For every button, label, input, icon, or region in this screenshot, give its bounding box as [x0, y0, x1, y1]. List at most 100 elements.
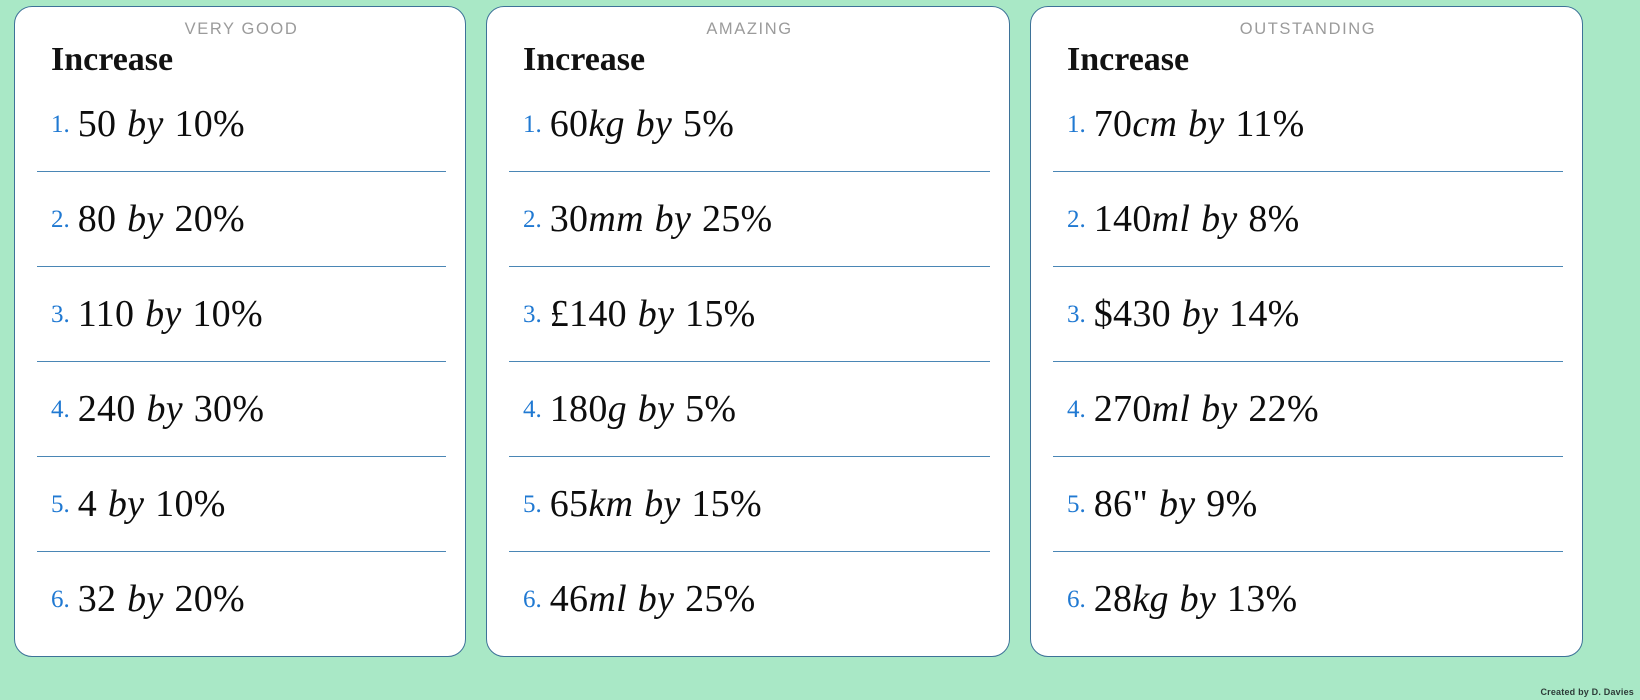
question-amount: 180 — [549, 388, 608, 431]
question-by: by — [1158, 483, 1196, 526]
question-percent: 10% — [174, 103, 246, 146]
question-number: 4. — [51, 395, 70, 423]
question-number: 4. — [1067, 395, 1086, 423]
question-text: 180g by 5% — [550, 390, 737, 428]
question-percent: 9% — [1206, 483, 1258, 526]
question-amount: 140 — [1093, 198, 1152, 241]
question-row: 4. 180g by 5% — [509, 362, 990, 458]
question-card-outstanding: OUTSTANDING Increase 1. 70cm by 11% 2. 1… — [1030, 6, 1583, 657]
question-unit: ml — [588, 578, 627, 621]
question-by: by — [637, 388, 675, 431]
question-percent: 10% — [155, 483, 226, 526]
question-number: 6. — [523, 585, 542, 613]
question-number: 5. — [1067, 490, 1086, 518]
question-percent: 10% — [192, 293, 263, 336]
question-percent: 25% — [685, 578, 756, 621]
question-amount: 80 — [77, 198, 117, 241]
question-text: 270ml by 22% — [1094, 390, 1319, 428]
question-number: 5. — [523, 490, 542, 518]
card-title: Increase — [51, 40, 174, 78]
question-by: by — [1201, 198, 1238, 241]
question-text: 4 by 10% — [78, 485, 226, 523]
question-by: by — [107, 483, 145, 526]
question-number: 3. — [51, 300, 70, 328]
question-text: 240 by 30% — [78, 390, 265, 428]
credit-text: Created by D. Davies — [1540, 687, 1634, 697]
question-row: 6. 32 by 20% — [37, 552, 446, 646]
question-text: 50 by 10% — [78, 105, 245, 143]
question-number: 2. — [523, 205, 542, 233]
question-amount: 28 — [1093, 578, 1133, 621]
question-number: 1. — [51, 110, 70, 138]
card-label: OUTSTANDING — [1239, 20, 1377, 38]
question-row: 2. 140ml by 8% — [1053, 172, 1563, 268]
question-row: 6. 46ml by 25% — [509, 552, 990, 646]
question-by: by — [1179, 578, 1217, 621]
question-row: 2. 30mm by 25% — [509, 172, 990, 268]
question-amount: 86" — [1093, 483, 1149, 526]
question-text: $430 by 14% — [1094, 295, 1300, 333]
question-amount: $430 — [1093, 293, 1171, 336]
question-amount: 60 — [549, 103, 589, 146]
question-row: 1. 60kg by 5% — [509, 77, 990, 173]
question-percent: 13% — [1226, 578, 1298, 621]
question-number: 1. — [523, 110, 542, 138]
question-row: 3. $430 by 14% — [1053, 267, 1563, 363]
question-by: by — [127, 198, 164, 241]
question-row: 5. 65km by 15% — [509, 457, 990, 553]
question-row: 6. 28kg by 13% — [1053, 552, 1563, 646]
question-amount: 65 — [549, 483, 589, 526]
question-percent: 25% — [701, 198, 773, 241]
question-by: by — [127, 578, 164, 621]
question-text: 32 by 20% — [78, 580, 245, 618]
question-row: 1. 70cm by 11% — [1053, 77, 1563, 173]
question-number: 3. — [1067, 300, 1086, 328]
question-percent: 5% — [682, 103, 735, 146]
question-percent: 14% — [1229, 293, 1300, 336]
question-number: 5. — [51, 490, 70, 518]
question-percent: 20% — [174, 578, 246, 621]
question-unit: mm — [588, 198, 644, 241]
question-amount: 70 — [1093, 103, 1133, 146]
question-unit: g — [607, 388, 627, 431]
question-number: 4. — [523, 395, 542, 423]
question-by: by — [1188, 103, 1225, 146]
card-label: AMAZING — [706, 20, 793, 38]
question-by: by — [145, 293, 182, 336]
question-text: 46ml by 25% — [550, 580, 756, 618]
question-percent: 5% — [685, 388, 737, 431]
question-percent: 30% — [193, 388, 265, 431]
question-row: 4. 270ml by 22% — [1053, 362, 1563, 458]
question-list: 1. 70cm by 11% 2. 140ml by 8% 3. $430 by… — [1053, 77, 1563, 646]
question-row: 4. 240 by 30% — [37, 362, 446, 458]
question-text: 110 by 10% — [78, 295, 263, 333]
question-text: 60kg by 5% — [550, 105, 734, 143]
question-amount: £140 — [549, 293, 627, 336]
question-amount: 240 — [77, 388, 136, 431]
card-title: Increase — [523, 40, 646, 78]
question-row: 2. 80 by 20% — [37, 172, 446, 268]
question-text: 80 by 20% — [78, 200, 245, 238]
question-number: 1. — [1067, 110, 1086, 138]
question-unit: kg — [1132, 578, 1169, 621]
question-text: 30mm by 25% — [550, 200, 773, 238]
question-amount: 32 — [77, 578, 117, 621]
question-row: 1. 50 by 10% — [37, 77, 446, 173]
question-text: 28kg by 13% — [1094, 580, 1298, 618]
question-amount: 110 — [77, 293, 135, 336]
question-text: 65km by 15% — [550, 485, 762, 523]
question-by: by — [1201, 388, 1238, 431]
question-by: by — [637, 293, 675, 336]
question-percent: 20% — [174, 198, 246, 241]
question-by: by — [654, 198, 692, 241]
question-by: by — [635, 103, 673, 146]
card-label: VERY GOOD — [184, 20, 299, 38]
question-by: by — [1181, 293, 1219, 336]
question-number: 3. — [523, 300, 542, 328]
question-percent: 8% — [1248, 198, 1300, 241]
question-number: 2. — [51, 205, 70, 233]
question-amount: 50 — [77, 103, 117, 146]
question-number: 2. — [1067, 205, 1086, 233]
question-by: by — [637, 578, 675, 621]
